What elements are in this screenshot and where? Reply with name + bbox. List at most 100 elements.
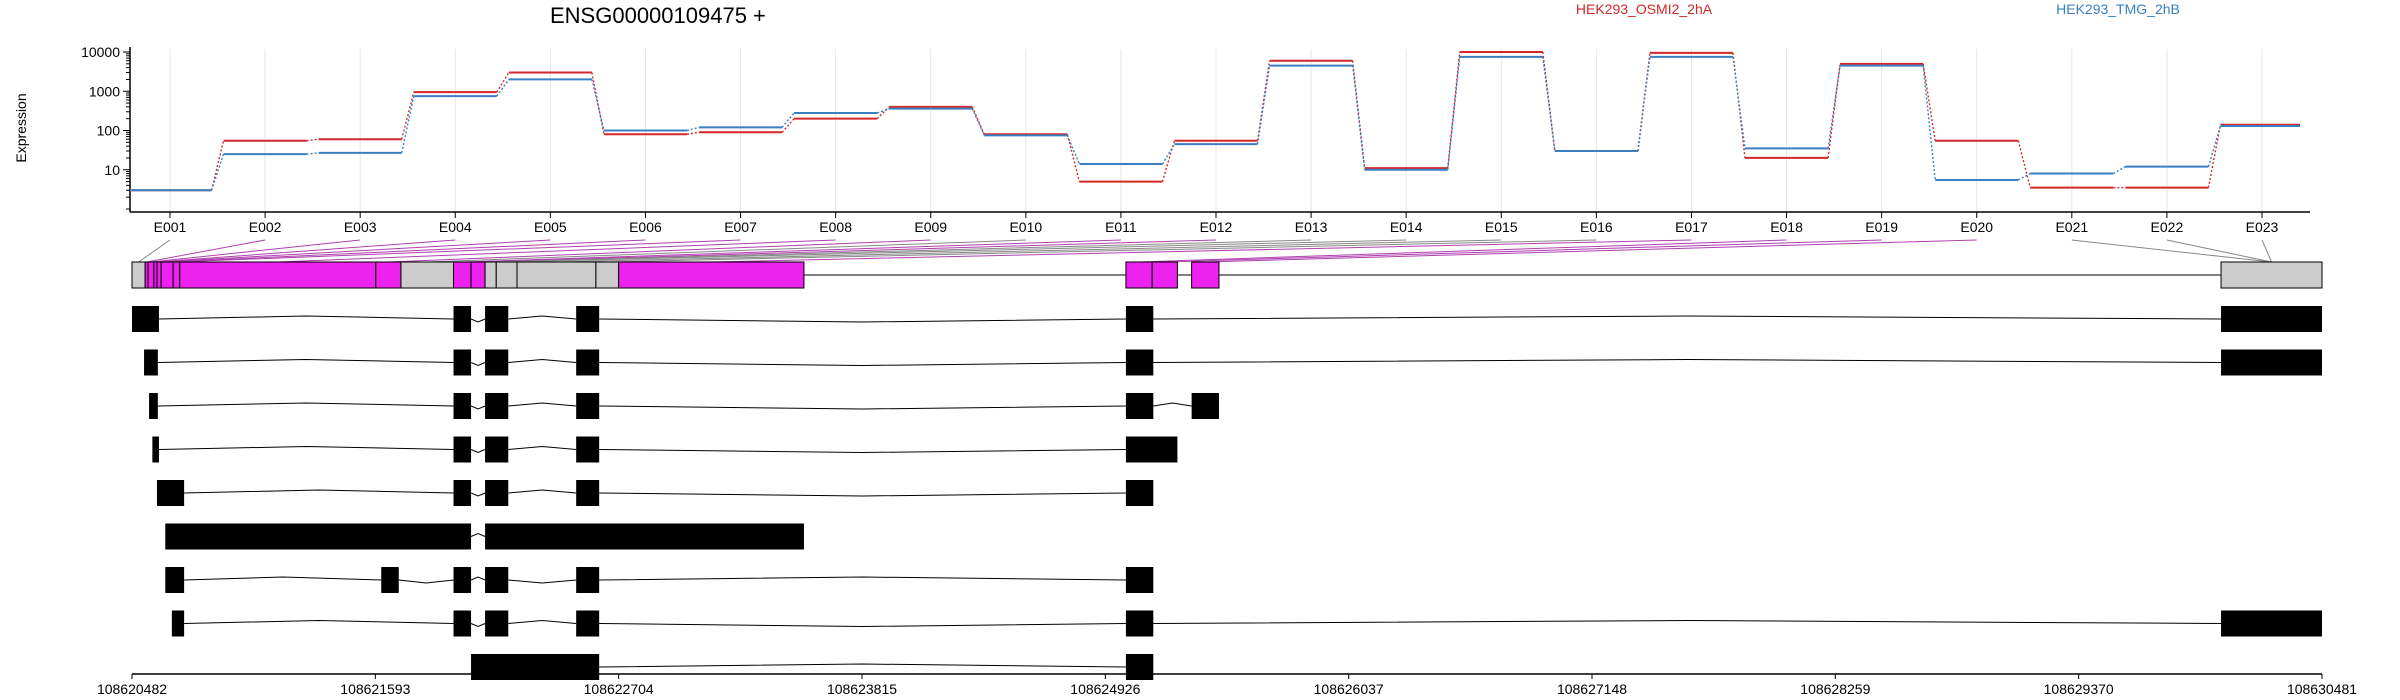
x-tick-label: E012 (1200, 219, 1233, 235)
bin-connector (176, 239, 741, 263)
y-tick-label: 10 (104, 162, 120, 178)
data-connector (1827, 65, 1841, 149)
x-tick-label: E011 (1105, 219, 1137, 235)
transcript-exon (576, 393, 600, 419)
transcript-exon (453, 393, 472, 419)
bin-connector (462, 239, 1121, 263)
transcript-exon (485, 523, 804, 550)
data-connector (971, 108, 985, 136)
x-tick-label: E002 (249, 219, 282, 235)
transcript-row (165, 567, 1154, 593)
transcript-exon (1125, 436, 1178, 463)
intron-line (470, 362, 486, 367)
exon-bin (618, 261, 805, 289)
transcript-exon (576, 480, 600, 506)
exon-bin (484, 261, 497, 289)
legend-label-osmi2: HEK293_OSMI2_2hA (1576, 1, 1713, 17)
intron-line (158, 315, 454, 320)
data-connector (2017, 140, 2031, 188)
transcript-exon (576, 436, 600, 463)
data-connector (306, 138, 319, 142)
exon-bin (470, 261, 486, 289)
intron-line (599, 492, 1126, 497)
bin-connector (167, 239, 646, 263)
transcript-row (165, 523, 804, 550)
transcript-exon (453, 567, 472, 593)
data-connector (686, 126, 700, 132)
transcript-row (132, 306, 2322, 332)
genome-tick-label: 108630481 (2287, 681, 2357, 697)
transcript-exon (1125, 349, 1154, 376)
transcript-exon (1125, 306, 1154, 332)
intron-line (184, 576, 382, 581)
transcript-exon (165, 523, 472, 550)
exon-bin (595, 261, 620, 289)
genome-tick-label: 108624926 (1070, 681, 1140, 697)
intron-line (470, 492, 486, 497)
genome-tick-label: 108628259 (1800, 681, 1870, 697)
transcript-exon (485, 610, 509, 637)
exon-bin (516, 261, 597, 289)
genome-tick-label: 108621593 (340, 681, 410, 697)
transcript-exon (485, 393, 509, 419)
transcript-row (471, 654, 1154, 680)
bin-connector (1164, 239, 1882, 263)
data-connector (210, 153, 225, 191)
exon-bin (147, 261, 155, 289)
series-tmg (130, 55, 2300, 192)
bin-connector (607, 239, 1597, 263)
bin-connector (2071, 239, 2272, 263)
genome-tick-label: 108626037 (1314, 681, 1384, 697)
intron-line (508, 358, 577, 363)
transcript-exon (453, 349, 472, 376)
intron-line (470, 623, 486, 628)
intron-line (470, 405, 486, 410)
x-tick-label: E001 (154, 219, 187, 235)
transcript-exon (576, 567, 600, 593)
transcript-exon (149, 393, 158, 419)
transcript-exon (485, 306, 509, 332)
exon-bin (375, 261, 402, 289)
x-tick-label: E008 (819, 219, 852, 235)
data-connector (2113, 166, 2126, 175)
bin-connector (506, 239, 1407, 263)
intron-line (470, 576, 486, 581)
x-tick-label: E013 (1295, 219, 1328, 235)
intron-line (184, 489, 454, 494)
data-connector (1161, 140, 1176, 182)
x-tick-label: E015 (1485, 219, 1518, 235)
x-tick-label: E007 (724, 219, 757, 235)
intron-line (508, 579, 577, 584)
bin-connector (2166, 239, 2272, 263)
bin-connector (427, 239, 1026, 263)
intron-line (599, 663, 1126, 668)
bin-connector (556, 239, 1502, 263)
intron-line (470, 532, 486, 537)
data-connector (1637, 56, 1651, 152)
x-tick-label: E023 (2246, 219, 2279, 235)
exon-bin (400, 261, 455, 289)
x-tick-label: E009 (914, 219, 947, 235)
bin-connector (2261, 239, 2272, 263)
transcript-exon (576, 306, 600, 332)
transcript-exon (453, 610, 472, 637)
y-tick-label: 1000 (89, 83, 120, 99)
transcript-exon (132, 306, 159, 332)
intron-line (508, 315, 577, 320)
data-connector (2207, 125, 2222, 167)
intron-line (1153, 402, 1192, 407)
bin-connector (159, 239, 551, 263)
intron-line (599, 362, 1126, 367)
x-tick-label: E005 (534, 219, 567, 235)
genome-tick-label: 108629370 (2044, 681, 2114, 697)
y-axis-label: Expression (13, 93, 29, 162)
bin-connector (478, 239, 1217, 263)
intron-line (157, 358, 454, 363)
genome-tick-label: 108620482 (97, 681, 167, 697)
data-connector (306, 152, 319, 155)
intron-line (157, 402, 454, 407)
bin-connector (146, 239, 266, 263)
x-tick-label: E018 (1770, 219, 1803, 235)
transcript-exon (171, 610, 185, 637)
transcript-row (171, 610, 2322, 637)
